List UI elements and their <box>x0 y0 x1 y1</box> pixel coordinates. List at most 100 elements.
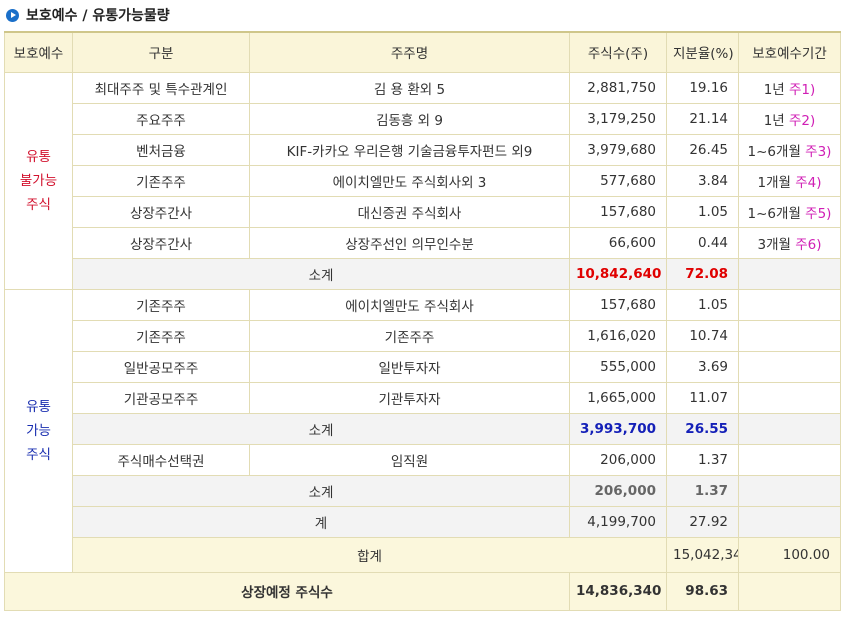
subtotal-shares: 10,842,640 <box>569 257 667 290</box>
shares-cell: 3,179,250 <box>569 102 667 135</box>
holder-cell: 에이치엘만도 주식회사외 3 <box>249 164 570 197</box>
holder-cell: 에이치엘만도 주식회사 <box>249 288 570 321</box>
listing-row: 상장예정 주식수 14,836,340 98.63 <box>4 571 841 611</box>
footnote-ref: 주3) <box>805 143 832 160</box>
category-cell: 기존주주 <box>72 288 250 321</box>
footnote-ref: 주2) <box>789 112 816 129</box>
header-holder: 주주명 <box>249 31 570 73</box>
shares-cell: 157,680 <box>569 288 667 321</box>
shares-cell: 157,680 <box>569 195 667 228</box>
holder-cell: 기존주주 <box>249 319 570 352</box>
total-shares: 4,199,700 <box>569 505 667 538</box>
category-cell: 상장주간사 <box>72 226 250 259</box>
footnote-ref: 주1) <box>789 81 816 98</box>
percent-cell: 1.05 <box>666 288 739 321</box>
subtotal-percent: 72.08 <box>666 257 739 290</box>
category-cell: 기존주주 <box>72 319 250 352</box>
empty-cell <box>738 412 841 445</box>
subtotal-percent: 26.55 <box>666 412 739 445</box>
category-cell: 주요주주 <box>72 102 250 135</box>
subtotal-row: 소계 206,000 1.37 <box>5 474 841 507</box>
header-category: 구분 <box>72 31 250 73</box>
empty-cell <box>738 571 841 611</box>
category-cell: 최대주주 및 특수관계인 <box>72 71 250 104</box>
empty-cell <box>738 319 841 352</box>
table-row: 주요주주 김동흥 외 9 3,179,250 21.14 1년 주2) <box>5 102 841 135</box>
subtotal-label: 소계 <box>72 412 570 445</box>
empty-cell <box>738 288 841 321</box>
table-row: 기존주주 에이치엘만도 주식회사외 3 577,680 3.84 1개월 주4) <box>5 164 841 197</box>
holder-cell: 김 용 환외 5 <box>249 71 570 104</box>
header-lockup: 보호예수 <box>4 31 73 73</box>
period-cell: 1년 주1) <box>738 71 841 104</box>
period-cell: 3개월 주6) <box>738 226 841 259</box>
subtotal-label: 소계 <box>72 474 570 507</box>
table-row: 벤처금융 KIF-카카오 우리은행 기술금융투자펀드 외9 3,979,680 … <box>5 133 841 166</box>
period-cell: 1개월 주4) <box>738 164 841 197</box>
total-percent: 27.92 <box>666 505 739 538</box>
percent-cell: 26.45 <box>666 133 739 166</box>
shares-cell: 206,000 <box>569 443 667 476</box>
table-row: 주식매수선택권 임직원 206,000 1.37 <box>5 443 841 476</box>
play-circle-icon <box>6 8 19 22</box>
table-row: 상장주간사 상장주선인 의무인수분 66,600 0.44 3개월 주6) <box>5 226 841 259</box>
period-cell: 1년 주2) <box>738 102 841 135</box>
percent-cell: 3.84 <box>666 164 739 197</box>
grand-total-row: 합계 15,042,340 100.00 <box>5 536 841 573</box>
footnote-ref: 주5) <box>805 205 832 222</box>
percent-cell: 0.44 <box>666 226 739 259</box>
group-label-locked: 유통 불가능 주식 <box>4 71 73 290</box>
total-row: 계 4,199,700 27.92 <box>5 505 841 538</box>
shares-cell: 66,600 <box>569 226 667 259</box>
table-row: 기관공모주주 기관투자자 1,665,000 11.07 <box>5 381 841 414</box>
shares-cell: 577,680 <box>569 164 667 197</box>
header-percent: 지분율(%) <box>666 31 739 73</box>
total-label: 계 <box>72 505 570 538</box>
percent-cell: 1.05 <box>666 195 739 228</box>
empty-cell <box>738 257 841 290</box>
header-shares: 주식수(주) <box>569 31 667 73</box>
category-cell: 벤처금융 <box>72 133 250 166</box>
listing-shares: 14,836,340 <box>569 571 667 611</box>
percent-cell: 21.14 <box>666 102 739 135</box>
table-row: 상장주간사 대신증권 주식회사 157,680 1.05 1~6개월 주5) <box>5 195 841 228</box>
percent-cell: 3.69 <box>666 350 739 383</box>
category-cell: 일반공모주주 <box>72 350 250 383</box>
percent-cell: 1.37 <box>666 443 739 476</box>
holder-cell: 상장주선인 의무인수분 <box>249 226 570 259</box>
group-label-tradable: 유통 가능 주식 <box>4 288 73 573</box>
lockup-table: 보호예수 구분 주주명 주식수(주) 지분율(%) 보호예수기간 유통 불가능 … <box>4 31 841 611</box>
period-cell: 1~6개월 주5) <box>738 195 841 228</box>
grand-total-percent: 100.00 <box>738 536 841 573</box>
footnote-ref: 주4) <box>795 174 822 191</box>
percent-cell: 19.16 <box>666 71 739 104</box>
subtotal-shares: 3,993,700 <box>569 412 667 445</box>
shares-cell: 1,616,020 <box>569 319 667 352</box>
subtotal-percent: 1.37 <box>666 474 739 507</box>
category-cell: 주식매수선택권 <box>72 443 250 476</box>
shares-cell: 555,000 <box>569 350 667 383</box>
holder-cell: KIF-카카오 우리은행 기술금융투자펀드 외9 <box>249 133 570 166</box>
percent-cell: 11.07 <box>666 381 739 414</box>
empty-cell <box>738 505 841 538</box>
category-cell: 기관공모주주 <box>72 381 250 414</box>
shares-cell: 3,979,680 <box>569 133 667 166</box>
table-row: 일반공모주주 일반투자자 555,000 3.69 <box>5 350 841 383</box>
table-header-row: 보호예수 구분 주주명 주식수(주) 지분율(%) 보호예수기간 <box>4 31 841 73</box>
empty-cell <box>738 474 841 507</box>
grand-total-label: 합계 <box>72 536 667 573</box>
listing-percent: 98.63 <box>666 571 739 611</box>
holder-cell: 일반투자자 <box>249 350 570 383</box>
percent-cell: 10.74 <box>666 319 739 352</box>
empty-cell <box>738 381 841 414</box>
period-cell: 1~6개월 주3) <box>738 133 841 166</box>
holder-cell: 기관투자자 <box>249 381 570 414</box>
subtotal-row: 소계 10,842,640 72.08 <box>5 257 841 290</box>
table-row: 기존주주 기존주주 1,616,020 10.74 <box>5 319 841 352</box>
section-header: 보호예수 / 유통가능물량 <box>0 0 846 30</box>
shares-cell: 1,665,000 <box>569 381 667 414</box>
category-cell: 기존주주 <box>72 164 250 197</box>
shares-cell: 2,881,750 <box>569 71 667 104</box>
holder-cell: 김동흥 외 9 <box>249 102 570 135</box>
empty-cell <box>738 443 841 476</box>
